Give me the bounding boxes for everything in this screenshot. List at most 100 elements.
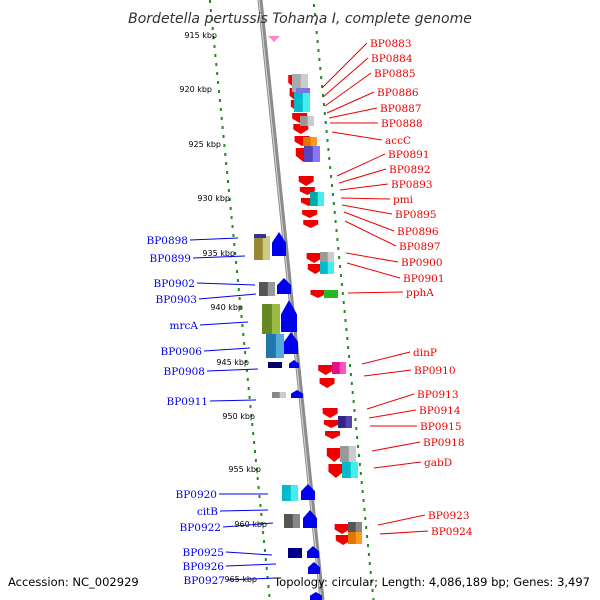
scale-dot xyxy=(320,76,323,79)
gene-label-bp0887: BP0887 xyxy=(380,103,422,115)
gene-label-bp0886: BP0886 xyxy=(377,87,419,99)
scale-dot xyxy=(216,72,219,75)
scale-dot xyxy=(246,378,249,381)
forward-gene-arrow xyxy=(303,510,317,528)
scale-dot xyxy=(224,153,227,156)
scale-dot xyxy=(333,211,336,214)
gene-label-bp0883: BP0883 xyxy=(370,38,412,50)
scale-dot xyxy=(331,193,334,196)
gene-box-shade xyxy=(267,282,275,296)
gene-label-bp0925: BP0925 xyxy=(182,547,224,559)
scale-dot xyxy=(353,409,356,412)
scale-dot xyxy=(234,252,237,255)
forward-gene-arrow xyxy=(301,484,315,500)
scale-label-920-kbp: 920 kbp xyxy=(179,85,212,94)
gene-label-mrca: mrcA xyxy=(170,320,199,332)
scale-dot xyxy=(345,328,348,331)
gene-label-bp0901: BP0901 xyxy=(403,273,445,285)
leader-line-bp0899 xyxy=(192,255,246,259)
reverse-gene-arrow xyxy=(326,448,342,462)
scale-dot xyxy=(324,121,327,124)
scale-dot xyxy=(369,571,372,574)
scale-dot xyxy=(262,531,265,534)
scale-dot xyxy=(314,22,317,25)
leader-line-bp0892 xyxy=(338,168,387,184)
gene-label-bp0922: BP0922 xyxy=(179,522,221,534)
gene-box-shade xyxy=(300,74,308,92)
scale-dot xyxy=(209,9,212,12)
scale-dot xyxy=(221,126,224,129)
scale-dot xyxy=(240,315,243,318)
scale-dot xyxy=(346,337,349,340)
scale-dot xyxy=(347,346,350,349)
gene-box-shade xyxy=(271,304,280,334)
gene-label-bp0898: BP0898 xyxy=(146,235,188,247)
scale-dot xyxy=(214,54,217,57)
leader-line-bp0897 xyxy=(344,220,397,247)
scale-dot xyxy=(238,297,241,300)
forward-strand-labels: BP0898 BP0899 BP0902 BP0903 mrcA BP0906 BP0908… xyxy=(146,235,277,587)
scale-dot xyxy=(328,157,331,160)
leader-line-bp0923 xyxy=(377,514,426,526)
reverse-gene-arrow xyxy=(310,290,326,298)
gene-label-bp0910: BP0910 xyxy=(414,365,456,377)
gene-label-bp0913: BP0913 xyxy=(417,389,459,401)
scale-dot xyxy=(227,189,230,192)
forward-gene-arrow xyxy=(284,332,298,354)
forward-gene-arrow xyxy=(281,300,297,332)
leader-line-bp0895 xyxy=(341,204,393,215)
gene-label-gabd: gabD xyxy=(424,457,452,469)
leader-line-pmi xyxy=(340,197,391,200)
scale-dot xyxy=(316,40,319,43)
scale-dot xyxy=(363,508,366,511)
gene-box-shade xyxy=(262,236,270,260)
forward-gene-arrow xyxy=(272,232,286,256)
leader-line-bp0913 xyxy=(366,393,415,410)
gene-label-bp0915: BP0915 xyxy=(420,421,462,433)
scale-dot xyxy=(226,171,229,174)
scale-dot xyxy=(352,400,355,403)
reverse-gene-arrow xyxy=(306,253,322,263)
leader-line-bp0893 xyxy=(339,183,389,191)
forward-gene-arrow xyxy=(310,592,322,600)
gene-box-shade xyxy=(327,262,334,274)
reverse-gene-arrow xyxy=(298,176,314,186)
scale-dot xyxy=(232,234,235,237)
scale-dot xyxy=(313,13,316,16)
scale-dot xyxy=(267,585,270,588)
leader-line-bp0924 xyxy=(379,530,429,535)
scale-dot xyxy=(370,580,373,583)
scale-dot xyxy=(264,558,267,561)
gene-box xyxy=(268,362,282,368)
leader-line-bp0927 xyxy=(226,577,277,581)
gene-label-bp0918: BP0918 xyxy=(423,437,465,449)
scale-dot xyxy=(371,589,374,592)
scale-dot xyxy=(210,18,213,21)
gene-box xyxy=(254,234,266,238)
scale-dot xyxy=(343,310,346,313)
gene-label-bp0888: BP0888 xyxy=(381,118,423,130)
gene-box xyxy=(296,88,310,93)
scale-dot xyxy=(249,405,252,408)
scale-dot xyxy=(218,99,221,102)
scale-label-925-kbp: 925 kbp xyxy=(188,140,221,149)
gene-box-shade xyxy=(345,416,352,428)
forward-gene-arrow xyxy=(307,546,319,558)
gene-label-bp0923: BP0923 xyxy=(428,510,470,522)
gene-box xyxy=(303,137,317,146)
gene-label-bp0926: BP0926 xyxy=(182,561,224,573)
leader-line-accc xyxy=(331,131,383,141)
scale-dot xyxy=(322,94,324,97)
gene-box-shade xyxy=(307,116,314,126)
gene-box-shade xyxy=(279,392,286,398)
scale-dot xyxy=(258,495,261,498)
forward-gene-arrow xyxy=(291,390,303,398)
scale-dot xyxy=(319,67,322,70)
leader-line-bp0906 xyxy=(203,347,251,352)
leader-line-bp0911 xyxy=(209,399,257,402)
gene-label-accc: accC xyxy=(385,135,411,147)
scale-dot xyxy=(239,306,242,309)
reverse-gene-arrow xyxy=(335,535,351,545)
scale-dot xyxy=(331,184,333,187)
